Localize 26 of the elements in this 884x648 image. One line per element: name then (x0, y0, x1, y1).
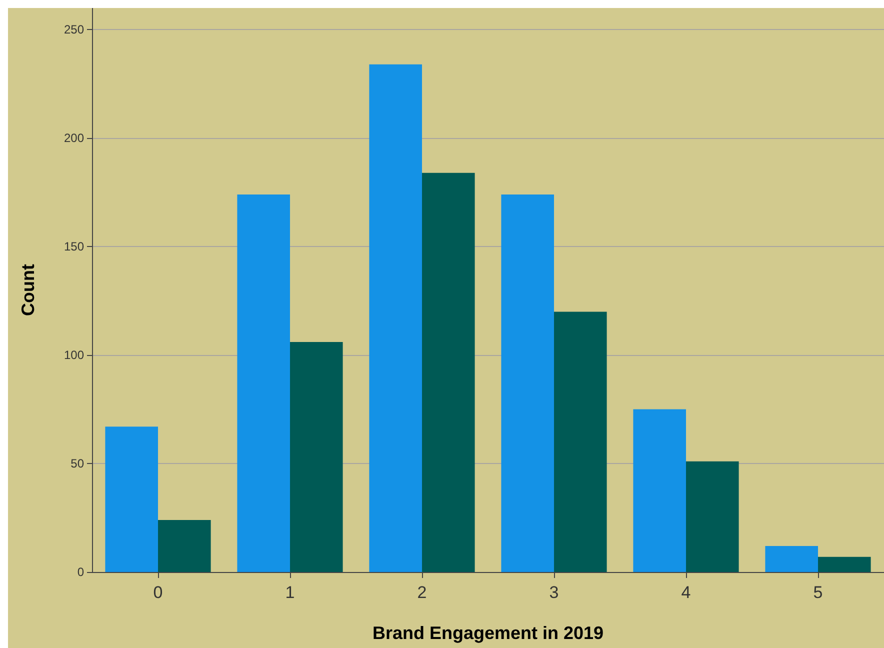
x-tick-label: 3 (549, 583, 559, 602)
bar (554, 312, 607, 572)
y-tick-label: 200 (64, 131, 84, 146)
bar (633, 409, 686, 572)
y-tick-label: 150 (64, 240, 84, 254)
bar (422, 172, 475, 572)
x-axis-title: Brand Engagement in 2019 (372, 623, 604, 643)
x-tick-label: 4 (681, 583, 691, 602)
bar (686, 461, 739, 572)
y-tick-label: 0 (77, 565, 84, 579)
x-tick-label: 5 (813, 583, 823, 602)
bar (818, 556, 871, 572)
bar (237, 194, 290, 572)
bar (158, 520, 211, 572)
y-tick-label: 250 (64, 22, 84, 37)
bar (765, 546, 818, 572)
y-tick-label: 100 (64, 348, 84, 362)
x-tick-label: 1 (285, 583, 295, 602)
bar (369, 64, 422, 572)
y-tick-label: 50 (70, 456, 84, 471)
bar (501, 194, 554, 572)
bar (290, 342, 343, 572)
bar (105, 426, 158, 572)
x-tick-label: 0 (153, 583, 163, 602)
y-axis-title: Count (18, 264, 38, 316)
x-tick-label: 2 (417, 583, 427, 602)
